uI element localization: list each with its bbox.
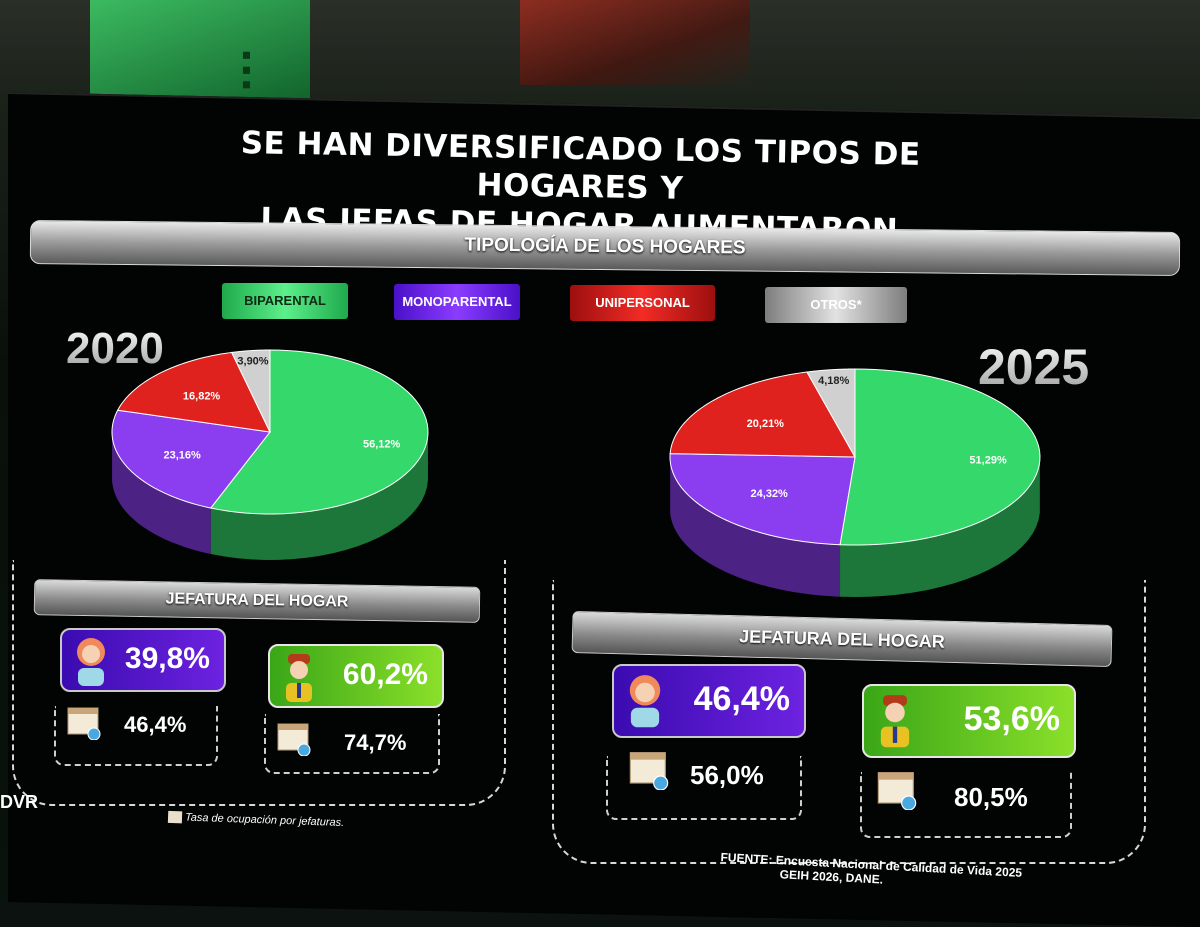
pie-slice-biparental — [209, 349, 429, 515]
year-2025: 2025 — [978, 339, 1090, 395]
calendar-clock-icon — [67, 707, 101, 740]
year-2020: 2020 — [66, 324, 164, 373]
male-head-card-2025: 53,6% — [862, 684, 1076, 758]
pie-label-monoparental: 23,16% — [164, 450, 202, 462]
pie-slice-monoparental — [111, 409, 271, 509]
male-head-share: 53,6% — [963, 700, 1060, 738]
legend-label: BIPARENTAL — [244, 293, 326, 308]
calendar-clock-icon — [877, 772, 917, 810]
legend-label: OTROS* — [810, 297, 862, 312]
pie-slice-unipersonal — [669, 371, 856, 458]
pie-slice-unipersonal — [116, 351, 271, 433]
pie-slice-biparental — [839, 368, 1041, 546]
logo-icon: ⫶ — [239, 45, 253, 103]
pie-chart-2020: 56,12% 23,16% 16,82% 3,90% — [111, 349, 429, 560]
female-occupation-rate: 56,0% — [690, 760, 764, 790]
female-head-share: 39,8% — [124, 642, 210, 675]
broadcaster-logo: DVR — [0, 792, 39, 812]
pie-label-biparental: 51,29% — [969, 455, 1007, 467]
pie-slice-otros — [230, 349, 271, 433]
female-head-card-2020: 39,8% — [60, 628, 226, 692]
pie-label-unipersonal: 20,21% — [747, 418, 785, 430]
panel-outline-2025 — [552, 580, 1146, 864]
pie-slice-otros — [806, 368, 856, 459]
man-icon — [880, 695, 910, 748]
male-occupation-box-2025 — [860, 772, 1072, 838]
red-wall-light — [520, 0, 750, 85]
male-head-card-2020: 60,2% — [268, 644, 444, 708]
legend-biparental: BIPARENTAL — [222, 283, 348, 319]
pie-side-biparental — [840, 460, 1040, 597]
male-occupation-rate: 74,7% — [344, 730, 407, 755]
legend-monoparental: MONOPARENTAL — [394, 284, 520, 320]
pie-label-monoparental: 24,32% — [751, 488, 789, 500]
male-occupation-box-2020 — [264, 714, 440, 774]
female-head-card-2025: 46,4% — [612, 664, 806, 738]
pie-side-monoparental — [112, 433, 211, 555]
legend-unipersonal: UNIPERSONAL — [570, 285, 715, 321]
man-icon — [286, 654, 312, 702]
female-occupation-rate: 46,4% — [124, 712, 187, 737]
title-line-1: SE HAN DIVERSIFICADO LOS TIPOS DE HOGARE… — [240, 125, 921, 207]
panel-outline-2020 — [12, 560, 506, 806]
calendar-clock-icon — [277, 723, 311, 756]
pie-slice-monoparental — [669, 453, 856, 546]
female-occupation-box-2025 — [606, 756, 802, 820]
female-head-share: 46,4% — [693, 680, 790, 718]
woman-icon — [77, 638, 105, 686]
section-title: TIPOLOGÍA DE LOS HOGARES — [464, 234, 746, 259]
pie-label-otros: 3,90% — [237, 355, 268, 367]
green-wall-light — [90, 0, 310, 110]
source-label: FUENTE: — [720, 850, 773, 867]
legend-label: UNIPERSONAL — [595, 295, 690, 310]
male-occupation-rate: 80,5% — [954, 782, 1028, 812]
pie-label-biparental: 56,12% — [363, 438, 401, 450]
legend-otros: OTROS* — [765, 287, 907, 323]
pie-side-biparental — [210, 433, 428, 560]
male-head-share: 60,2% — [342, 658, 428, 691]
pie-label-unipersonal: 16,82% — [183, 391, 221, 403]
female-occupation-box-2020 — [54, 706, 218, 766]
calendar-clock-icon — [629, 752, 669, 790]
calendar-mini-icon — [167, 811, 183, 824]
woman-icon — [629, 675, 661, 728]
legend-label: MONOPARENTAL — [402, 294, 512, 309]
pie-label-otros: 4,18% — [818, 375, 849, 387]
pie-chart-2025: 51,29% 24,32% 20,21% 4,18% — [669, 368, 1041, 597]
pie-side-monoparental — [670, 460, 841, 597]
